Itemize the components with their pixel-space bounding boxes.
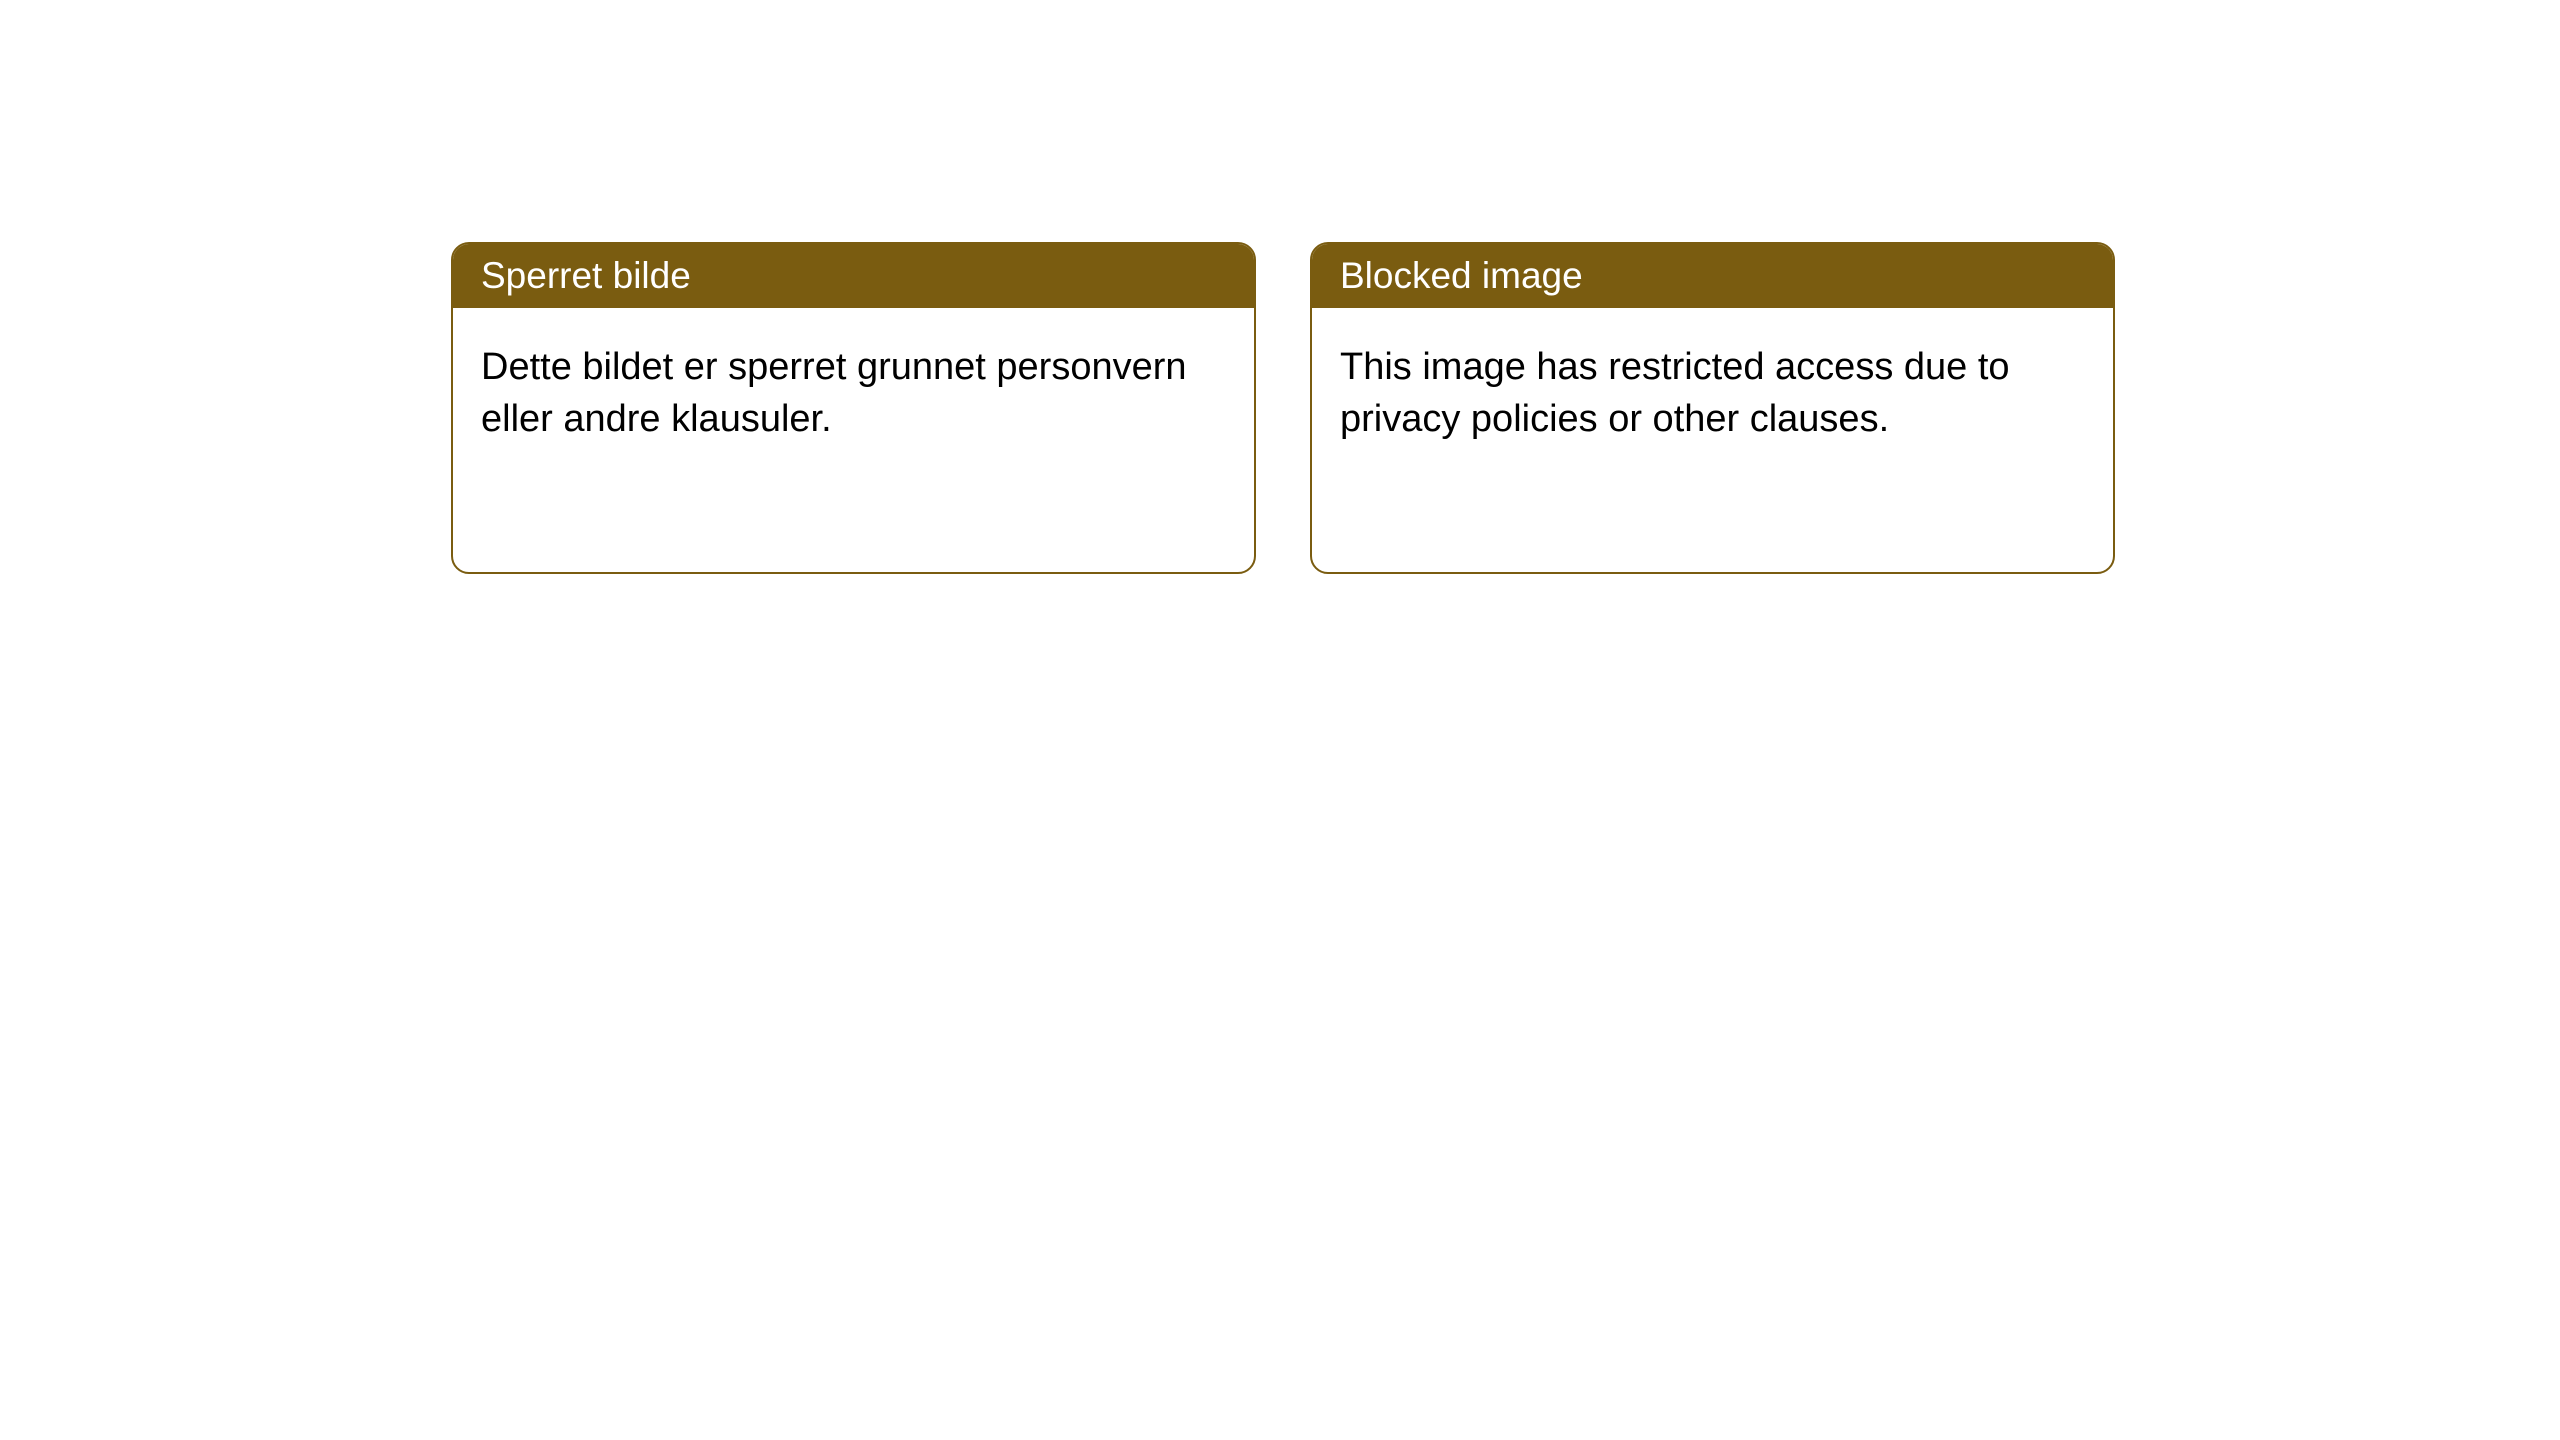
card-body-text: This image has restricted access due to …: [1340, 346, 2010, 439]
card-title: Blocked image: [1340, 255, 1583, 296]
notice-card-english: Blocked image This image has restricted …: [1310, 242, 2115, 574]
card-header: Blocked image: [1312, 244, 2113, 308]
card-header: Sperret bilde: [453, 244, 1254, 308]
notice-card-norwegian: Sperret bilde Dette bildet er sperret gr…: [451, 242, 1256, 574]
notice-cards-container: Sperret bilde Dette bildet er sperret gr…: [0, 0, 2560, 574]
card-body: This image has restricted access due to …: [1312, 308, 2113, 479]
card-body: Dette bildet er sperret grunnet personve…: [453, 308, 1254, 479]
card-title: Sperret bilde: [481, 255, 691, 296]
card-body-text: Dette bildet er sperret grunnet personve…: [481, 346, 1187, 439]
